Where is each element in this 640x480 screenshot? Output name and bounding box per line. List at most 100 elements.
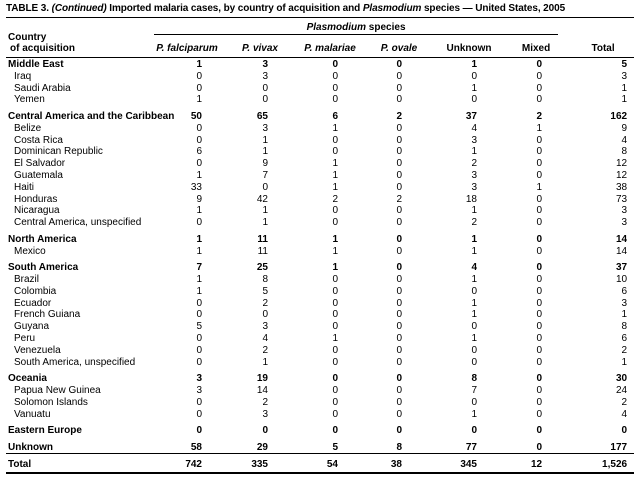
cell-value: 8: [621, 321, 628, 333]
species-group-header: Plasmodium species: [154, 20, 572, 35]
cell-value: 2: [262, 396, 268, 408]
cell-value: 0: [262, 82, 268, 94]
cell-value: 0: [471, 356, 477, 368]
cell-value: 0: [396, 396, 402, 408]
section-row: Middle East 1 3 0 0 1 0 5: [6, 58, 634, 71]
cell-value: 0: [332, 309, 338, 321]
row-label: Eastern Europe: [8, 425, 82, 437]
cell-value: 1: [621, 309, 628, 321]
cell-value: 1: [196, 285, 202, 297]
cell-value: 1: [196, 273, 202, 285]
row-label: Honduras: [14, 193, 58, 205]
cell-value: 0: [332, 70, 338, 82]
cell-value: 65: [256, 110, 268, 122]
column-header-p-ovale: P. ovale: [360, 35, 438, 58]
table-header: Country of acquisition Plasmodium specie…: [6, 20, 635, 58]
cell-value: 6: [196, 146, 202, 158]
cell-value: 0: [536, 425, 543, 437]
cell-value: 0: [262, 309, 268, 321]
cell-value: 0: [536, 321, 543, 333]
row-label: South America, unspecified: [14, 356, 136, 368]
table-row: Yemen 1 0 0 0 0 0 1: [6, 94, 634, 106]
cell-value: 0: [396, 321, 402, 333]
row-label: Venezuela: [14, 344, 61, 356]
cell-value: 3: [471, 181, 477, 193]
table-body: Middle East 1 3 0 0 1 0 5 Iraq 0 3 0 0 0 0 3 Saudi Arabi…: [6, 58, 635, 474]
cell-value: 9: [262, 158, 268, 170]
section-row: Unknown 58 29 5 8 77 0 177: [6, 437, 634, 454]
row-label: Colombia: [14, 285, 57, 297]
cell-value: 0: [332, 321, 338, 333]
spanner-row: Country of acquisition Plasmodium specie…: [6, 20, 634, 58]
cell-value: 1: [471, 146, 477, 158]
cell-value: 1: [332, 233, 338, 245]
cell-value: 3: [262, 70, 268, 82]
cell-value: 5: [621, 59, 628, 70]
cell-value: 1: [471, 273, 477, 285]
cell-value: 0: [396, 59, 402, 70]
cell-value: 0: [332, 59, 338, 70]
cell-value: 0: [196, 396, 202, 408]
cell-value: 0: [332, 356, 338, 368]
table-row: Nicaragua 1 1 0 0 1 0 3: [6, 205, 634, 217]
cell-value: 0: [536, 356, 543, 368]
cell-value: 1: [471, 408, 477, 420]
cell-value: 0: [396, 373, 402, 385]
row-label: Oceania: [8, 373, 47, 385]
cell-value: 0: [196, 344, 202, 356]
cell-value: 24: [615, 384, 628, 396]
cell-value: 38: [615, 181, 628, 193]
cell-value: 1: [262, 146, 268, 158]
cell-value: 0: [536, 205, 543, 217]
cell-value: 5: [262, 285, 268, 297]
row-label: South America: [8, 262, 79, 274]
cell-value: 0: [396, 425, 402, 437]
row-label: Dominican Republic: [14, 146, 103, 158]
cell-value: 1: [471, 59, 477, 70]
table-row: Honduras 9 42 2 2 18 0 73: [6, 194, 634, 206]
column-header-mixed: Mixed: [500, 35, 573, 58]
cell-value: 0: [536, 373, 543, 385]
cell-value: 1: [196, 245, 202, 257]
cell-value: 0: [396, 262, 402, 274]
table-row: Belize 0 3 1 0 4 1 9: [6, 123, 634, 135]
cell-value: 1: [536, 122, 543, 134]
cell-value: 0: [396, 356, 402, 368]
cell-value: 8: [396, 441, 402, 453]
cell-value: 0: [536, 70, 543, 82]
cell-value: 0: [536, 262, 543, 274]
cell-value: 12: [500, 453, 573, 474]
cell-value: 0: [396, 332, 402, 344]
row-label: Brazil: [14, 273, 40, 285]
cell-value: 0: [332, 217, 338, 229]
cell-value: 4: [471, 122, 477, 134]
section-row: Oceania 3 19 0 0 8 0 30: [6, 368, 634, 385]
cell-value: 8: [621, 146, 628, 158]
cell-value: 0: [262, 181, 268, 193]
cell-value: 37: [465, 110, 477, 122]
cell-value: 10: [615, 273, 628, 285]
cell-value: 2: [621, 396, 628, 408]
cell-value: 3: [262, 122, 268, 134]
table-row: Venezuela 0 2 0 0 0 0 2: [6, 345, 634, 357]
cell-value: 1: [196, 169, 202, 181]
cell-value: 8: [471, 373, 477, 385]
cell-value: 0: [536, 408, 543, 420]
cell-value: 0: [536, 441, 543, 453]
cell-value: 0: [332, 425, 338, 437]
cell-value: 0: [396, 217, 402, 229]
cell-value: 14: [615, 233, 628, 245]
cell-value: 1: [332, 169, 338, 181]
cell-value: 0: [196, 408, 202, 420]
cell-value: 0: [536, 217, 543, 229]
cell-value: 1: [471, 82, 477, 94]
cell-value: 14: [615, 245, 628, 257]
cell-value: 162: [610, 110, 628, 122]
row-label: Mexico: [14, 245, 46, 257]
cell-value: 4: [621, 134, 628, 146]
cell-value: 0: [396, 169, 402, 181]
cell-value: 0: [536, 193, 543, 205]
table-row: Guyana 5 3 0 0 0 0 8: [6, 321, 634, 333]
cell-value: 6: [332, 110, 338, 122]
cell-value: 3: [262, 408, 268, 420]
